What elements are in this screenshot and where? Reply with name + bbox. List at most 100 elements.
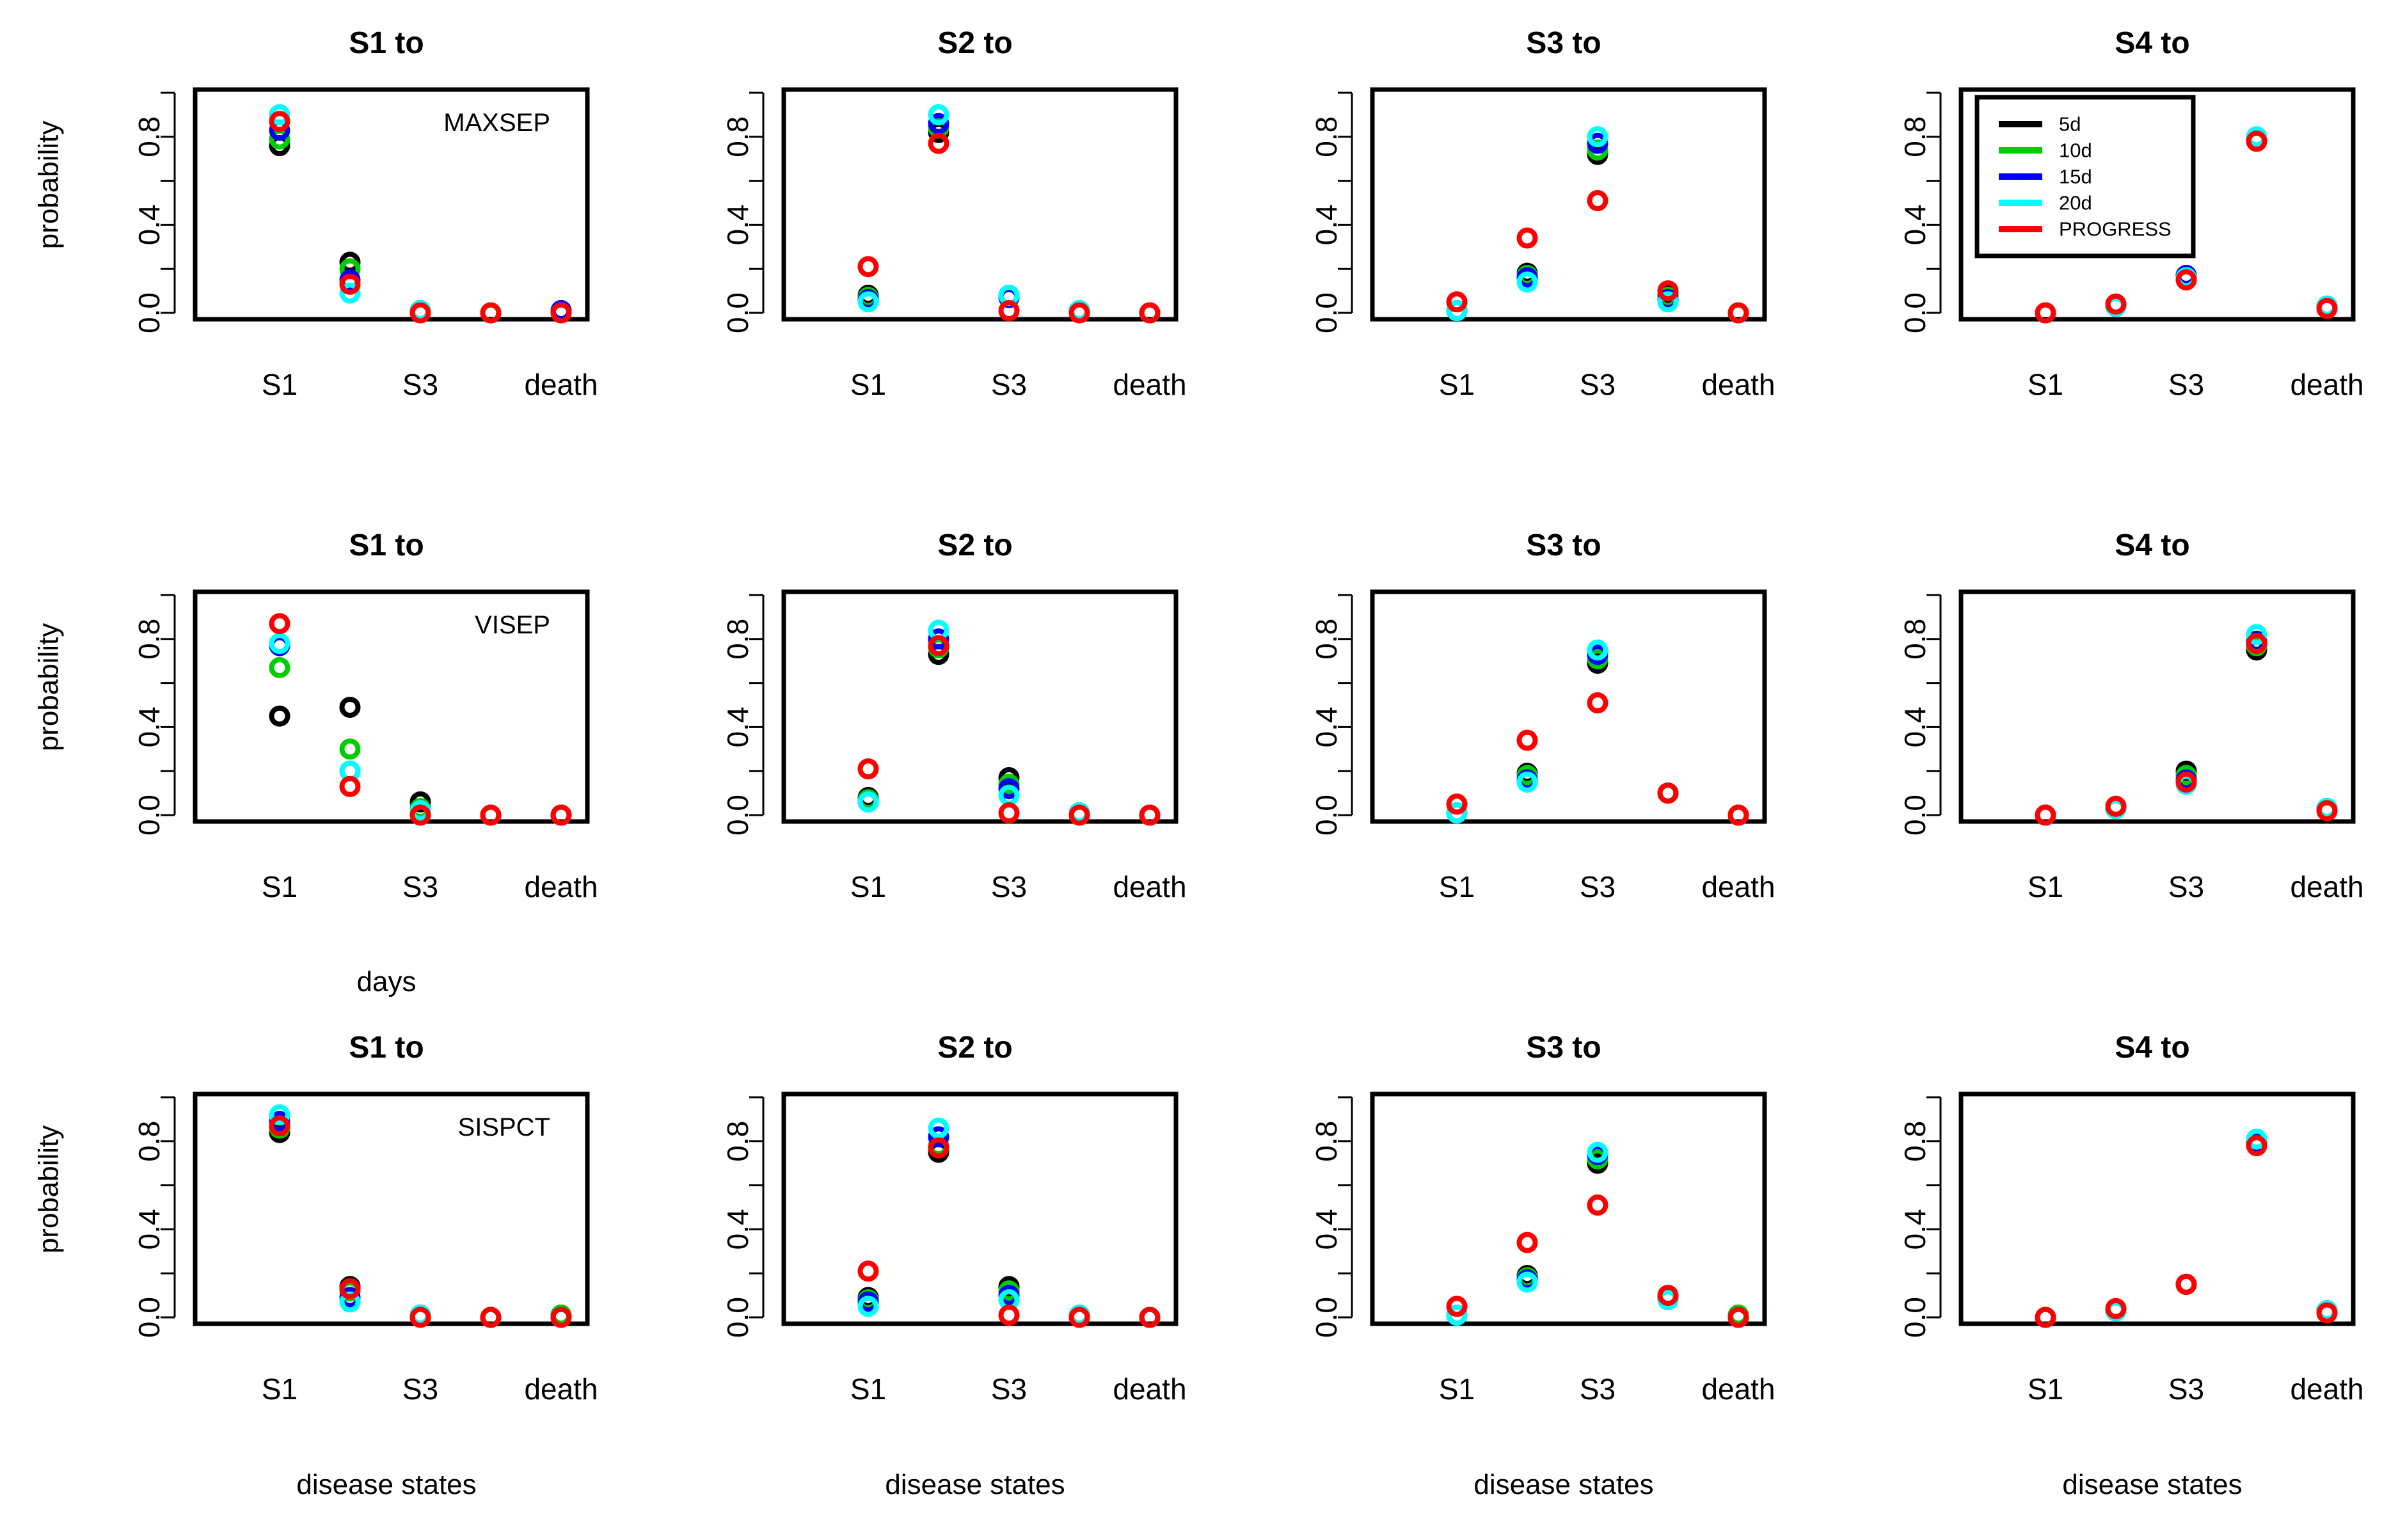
- point-progress-s4: [1068, 1306, 1090, 1328]
- y-tick-label: 0.8: [721, 619, 754, 660]
- panel-title: S4 to: [2115, 26, 2189, 60]
- x-tick-label: S3: [2168, 870, 2204, 903]
- point-progress-death: [550, 1306, 572, 1328]
- point-progress-s1: [1446, 793, 1468, 815]
- method-label: MAXSEP: [443, 109, 550, 137]
- panel-0-1: S2 to 0.0 0.4 0.8 S1 S3 death: [721, 26, 1187, 401]
- point-20d-s1: [857, 791, 879, 813]
- point-progress-death: [2316, 800, 2338, 822]
- point-progress-s4: [480, 804, 502, 826]
- point-progress-s2: [1516, 729, 1538, 751]
- point-progress-s2: [2105, 1298, 2127, 1319]
- point-progress-death: [550, 302, 572, 324]
- panel-1-0: S1 to 0.0 0.4 0.8 S1 S3 death probability VISEP: [33, 528, 598, 903]
- point-progress-s3: [1587, 692, 1608, 714]
- plot-box: [193, 589, 590, 824]
- panel-title: S2 to: [937, 26, 1012, 60]
- point-progress-s1: [269, 111, 290, 132]
- point-progress-s2: [339, 273, 361, 295]
- panel-title: S4 to: [2115, 1031, 2189, 1065]
- y-tick-label: 0.0: [1310, 795, 1343, 836]
- x-tick-label: S1: [1439, 1372, 1475, 1406]
- plot-box: [193, 87, 590, 322]
- point-progress-death: [1727, 1306, 1749, 1328]
- method-label: VISEP: [475, 611, 550, 639]
- point-20d-s1: [269, 633, 290, 655]
- x-tick-label: S3: [402, 368, 438, 401]
- panel-title: S1 to: [349, 26, 424, 60]
- y-axis-label: probability: [33, 623, 65, 752]
- plot-box: [1958, 1091, 2356, 1326]
- y-tick-label: 0.8: [132, 1121, 166, 1162]
- panel-2-3: S4 to 0.0 0.4 0.8 S1 S3 death disease states: [1898, 1031, 2364, 1500]
- legend-label: 15d: [2059, 166, 2092, 188]
- point-progress-s3: [2175, 771, 2197, 793]
- point-progress-s4: [1657, 782, 1679, 804]
- x-tick-label: S3: [991, 368, 1027, 401]
- point-progress-s4: [2246, 633, 2267, 655]
- point-20d-s2: [928, 1117, 949, 1139]
- panels: S1 to 0.0 0.4 0.8 S1 S3 death probability MAXSEP…: [33, 26, 2364, 1500]
- y-tick-label: 0.4: [721, 1209, 754, 1250]
- y-axis-label: probability: [33, 1125, 65, 1254]
- point-progress-s1: [2035, 1306, 2056, 1328]
- y-tick-label: 0.0: [1310, 292, 1343, 333]
- x-tick-label: S3: [2168, 368, 2204, 401]
- x-tick-label: death: [1701, 368, 1775, 401]
- point-progress-death: [1139, 804, 1161, 826]
- x-tick-label: S1: [850, 1372, 886, 1406]
- legend-label: 20d: [2059, 192, 2092, 214]
- y-tick-label: 0.8: [1310, 619, 1343, 660]
- panel-title: S1 to: [349, 1031, 424, 1065]
- y-tick-label: 0.4: [721, 706, 754, 747]
- point-20d-s2: [1516, 271, 1538, 293]
- y-tick-label: 0.8: [1310, 1121, 1343, 1162]
- point-15d-s2: [928, 1126, 949, 1148]
- point-progress-s2: [2105, 293, 2127, 315]
- x-tick-label: S1: [262, 870, 298, 903]
- point-20d-s1: [1446, 802, 1468, 824]
- panel-1-1: S2 to 0.0 0.4 0.8 S1 S3 death: [721, 528, 1187, 903]
- x-tick-label: S1: [2028, 870, 2063, 903]
- x-tick-label: S3: [402, 870, 438, 903]
- point-progress-s4: [480, 302, 502, 324]
- point-20d-s4: [1657, 291, 1679, 313]
- point-progress-death: [2316, 298, 2338, 319]
- point-20d-s1: [857, 1296, 879, 1317]
- point-progress-s4: [2246, 1135, 2267, 1157]
- point-progress-s1: [2035, 302, 2056, 324]
- point-20d-s4: [2246, 624, 2267, 646]
- panel-title: S1 to: [349, 528, 424, 562]
- point-progress-s2: [339, 775, 361, 797]
- plot-box: [1370, 589, 1767, 824]
- plot-box: [1370, 87, 1767, 322]
- point-20d-s2: [339, 282, 361, 304]
- point-progress-s4: [2246, 131, 2267, 152]
- point-progress-s1: [269, 1115, 290, 1137]
- point-progress-s3: [998, 1305, 1020, 1326]
- x-tick-label: death: [524, 870, 598, 903]
- point-20d-s2: [1516, 1271, 1538, 1293]
- point-progress-s1: [857, 758, 879, 780]
- point-progress-death: [1727, 302, 1749, 324]
- x-tick-label: S3: [2168, 1372, 2204, 1406]
- x-tick-label: S1: [2028, 1372, 2063, 1406]
- x-tick-label: death: [524, 368, 598, 401]
- y-tick-label: 0.0: [132, 292, 166, 333]
- x-tick-label: death: [1701, 1372, 1775, 1406]
- y-tick-label: 0.0: [132, 795, 166, 836]
- point-progress-s2: [928, 1137, 949, 1159]
- y-tick-label: 0.8: [721, 116, 754, 157]
- x-tick-label: death: [2290, 368, 2363, 401]
- y-tick-label: 0.4: [1310, 706, 1343, 747]
- x-axis-label: disease states: [885, 1469, 1065, 1500]
- panel-title: S2 to: [937, 1031, 1012, 1065]
- y-tick-label: 0.4: [1310, 1209, 1343, 1250]
- y-tick-label: 0.0: [1898, 795, 1932, 836]
- plot-box: [781, 1091, 1179, 1326]
- point-progress-s1: [1446, 1296, 1468, 1317]
- y-tick-label: 0.4: [1310, 204, 1343, 245]
- y-tick-label: 0.8: [1310, 116, 1343, 157]
- x-tick-label: death: [1113, 870, 1186, 903]
- point-20d-s2: [928, 104, 949, 125]
